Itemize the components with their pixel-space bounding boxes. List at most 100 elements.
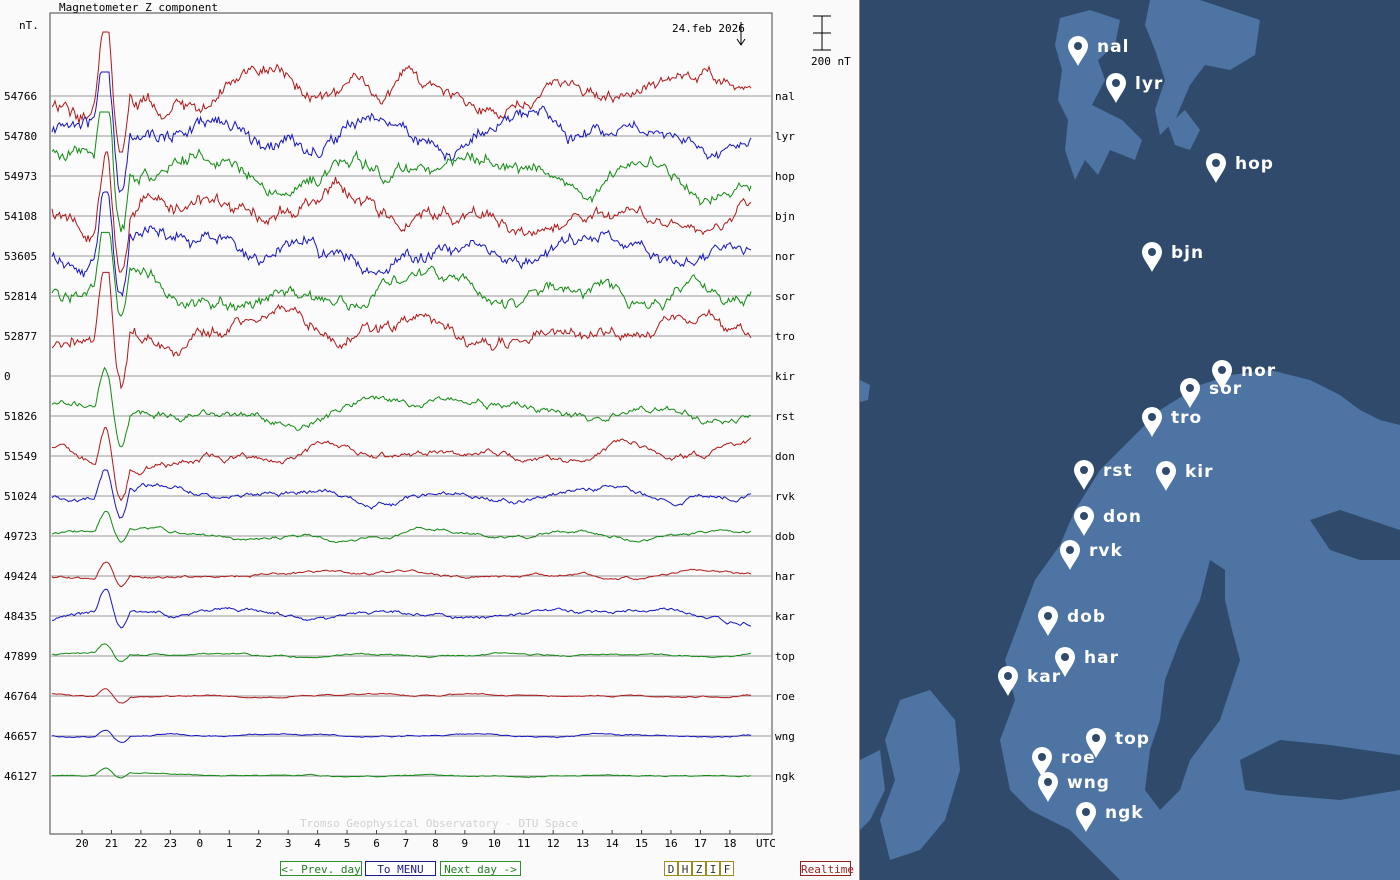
map-marker-kar[interactable]: kar [998,666,1061,696]
map-marker-wng[interactable]: wng [1038,772,1110,802]
time-tick-label: 18 [723,837,736,850]
map-marker-kir[interactable]: kir [1156,461,1214,491]
trace-top [51,643,752,663]
baseline-value-hop: 54973 [4,170,37,183]
component-z-button[interactable]: Z [692,861,706,876]
station-code-nal: nal [775,90,795,103]
watermark: Tromso Geophysical Observatory - DTU Spa… [300,817,578,830]
pin-hole [1162,467,1170,475]
map-marker-rvk[interactable]: rvk [1060,540,1123,570]
time-tick-label: 5 [344,837,351,850]
baseline-value-lyr: 54780 [4,130,37,143]
map-marker-label: wng [1067,773,1110,793]
time-tick-label: 1 [226,837,233,850]
baseline-value-bjn: 54108 [4,210,37,223]
component-h-button[interactable]: H [678,861,692,876]
component-d-button[interactable]: D [664,861,678,876]
pin-hole [1074,42,1082,50]
date-label: 24.feb 2026 [672,22,745,35]
pin-hole [1061,653,1069,661]
prev-day-button[interactable]: <- Prev. day [280,861,362,876]
map-marker-tro[interactable]: tro [1142,407,1202,437]
location-pin-icon [1180,378,1200,408]
pin-hole [1082,808,1090,816]
location-pin-icon [1142,242,1162,272]
next-day-button[interactable]: Next day -> [440,861,521,876]
baseline-value-nor: 53605 [4,250,37,263]
time-tick-label: 14 [605,837,619,850]
location-pin-icon [1086,728,1106,758]
station-code-har: har [775,570,795,583]
map-marker-nal[interactable]: nal [1068,36,1129,66]
map-marker-dob[interactable]: dob [1038,606,1106,636]
baseline-value-dob: 49723 [4,530,37,543]
trace-roe [51,688,752,704]
time-tick-label: 21 [105,837,118,850]
map-marker-sor[interactable]: sor [1180,378,1242,408]
time-tick-label: 7 [403,837,410,850]
map-marker-ngk[interactable]: ngk [1076,802,1144,832]
map-marker-label: nor [1241,361,1276,381]
location-pin-icon [1055,647,1075,677]
baseline-value-har: 49424 [4,570,37,583]
component-f-button[interactable]: F [720,861,734,876]
map-marker-bjn[interactable]: bjn [1142,242,1204,272]
map-marker-label: hop [1235,154,1274,174]
map-marker-top[interactable]: top [1086,728,1150,758]
station-code-kir: kir [775,370,795,383]
magnetogram-panel: 20 21 22 23 0 1 2 3 4 5 6 7 8 9 10 11 12 13 14 15 16 17 18 5476… [4,0,860,880]
station-code-kar: kar [775,610,795,623]
realtime-button[interactable]: Realtime [800,861,854,876]
time-tick-label: 15 [635,837,648,850]
baseline-value-sor: 52814 [4,290,37,303]
map-marker-label: kar [1027,667,1061,687]
location-pin-icon [1076,802,1096,832]
time-tick-label: 23 [164,837,177,850]
time-tick-label: 9 [462,837,469,850]
trace-nal [51,31,752,153]
station-code-bjn: bjn [775,210,795,223]
pin-hole [1148,248,1156,256]
station-code-don: don [775,450,795,463]
map-marker-roe[interactable]: roe [1032,747,1096,777]
menu-button[interactable]: To MENU [365,861,436,876]
map-marker-hop[interactable]: hop [1206,153,1274,183]
station-code-tro: tro [775,330,795,343]
pin-hole [1080,512,1088,520]
chart-title: Magnetometer Z component [59,1,218,14]
baseline-value-nal: 54766 [4,90,37,103]
scale-bar [813,15,831,51]
map-marker-nor[interactable]: nor [1212,360,1276,390]
pin-hole [1112,79,1120,87]
pin-hole [1044,778,1052,786]
component-i-button[interactable]: I [706,861,720,876]
station-code-rvk: rvk [775,490,795,503]
location-pin-icon [1038,606,1058,636]
pin-hole [1038,753,1046,761]
station-code-rst: rst [775,410,795,423]
baseline-value-wng: 46657 [4,730,37,743]
station-code-wng: wng [775,730,795,743]
pin-hole [1066,546,1074,554]
pin-hole [1044,612,1052,620]
location-pin-icon [1068,36,1088,66]
map-marker-rst[interactable]: rst [1074,460,1133,490]
pin-hole [1186,384,1194,392]
map-marker-label: sor [1209,379,1242,399]
map-marker-har[interactable]: har [1055,647,1119,677]
time-tick-label: 2 [255,837,262,850]
map-marker-lyr[interactable]: lyr [1106,73,1163,103]
trace-hop [51,111,752,233]
land-britain [860,690,960,860]
trace-lyr [51,71,752,193]
map-marker-don[interactable]: don [1074,506,1142,536]
time-tick-label: 8 [432,837,439,850]
map-marker-label: dob [1067,607,1106,627]
land-faroe [860,380,870,402]
time-tick-label: 4 [314,837,321,850]
map-marker-label: lyr [1135,74,1163,94]
map-marker-label: rst [1103,461,1133,481]
station-code-sor: sor [775,290,795,303]
time-tick-label: 10 [488,837,501,850]
